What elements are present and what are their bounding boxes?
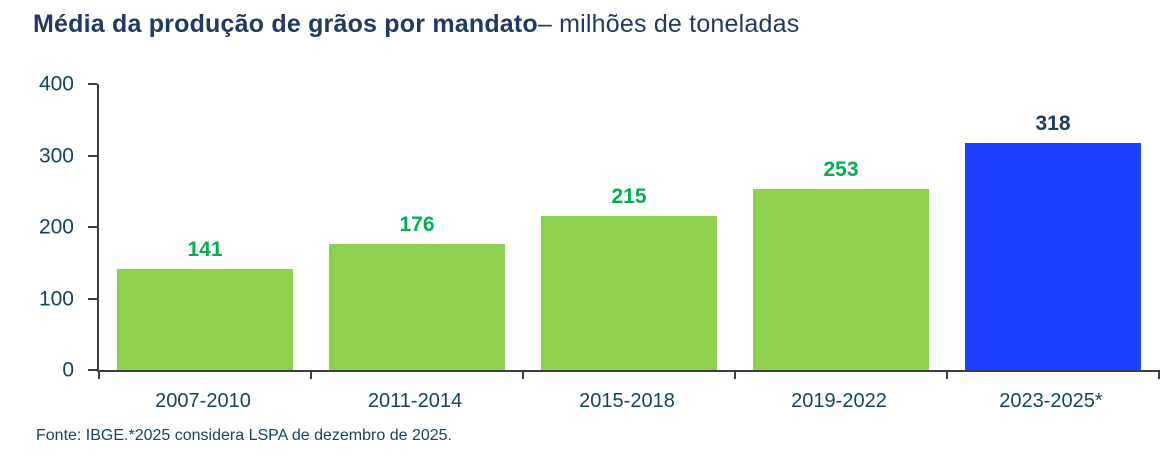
bar <box>329 244 505 370</box>
x-axis-label: 2015-2018 <box>579 390 675 412</box>
y-axis-tick <box>88 83 97 85</box>
plot-area: 141 176 215 253 318 <box>88 83 1160 379</box>
x-axis-label: 2019-2022 <box>791 390 887 412</box>
chart-title-subtitle: – milhões de toneladas <box>537 10 800 38</box>
bar-column: 215 <box>523 84 735 370</box>
x-axis-tick <box>1158 370 1160 379</box>
bar <box>965 142 1141 370</box>
x-axis-tick <box>734 370 736 379</box>
bar-column: 141 <box>99 84 311 370</box>
y-axis-tick-label: 400 <box>38 72 74 96</box>
bar <box>117 269 293 370</box>
y-axis-tick-label: 100 <box>38 287 74 310</box>
x-axis-label: 2007-2010 <box>155 390 251 412</box>
y-axis-tick <box>88 154 97 157</box>
bar-column: 253 <box>735 84 947 370</box>
y-axis-tick <box>88 297 97 300</box>
bar-value-label: 176 <box>399 213 435 237</box>
y-axis-tick-label: 0 <box>62 358 74 382</box>
y-axis-tick <box>88 226 97 228</box>
bar <box>753 189 929 370</box>
source-note: Fonte: IBGE.*2025 considera LSPA de deze… <box>36 427 452 444</box>
bars-container: 141 176 215 253 318 <box>99 84 1159 370</box>
y-axis-tick-label: 200 <box>38 215 74 239</box>
bar-value-label: 215 <box>611 185 647 209</box>
x-axis-labels: 2007-2010 2011-2014 2015-2018 2019-2022 2023… <box>97 391 1157 411</box>
x-axis-tick <box>946 370 948 379</box>
bar-column: 318 <box>947 84 1159 370</box>
x-axis-tick <box>522 370 524 379</box>
bar <box>541 216 717 370</box>
x-axis-label: 2011-2014 <box>367 390 463 412</box>
bar-value-label: 141 <box>187 238 223 262</box>
chart-title-main: Média da produção de grãos por mandato <box>33 10 538 38</box>
x-axis-tick <box>310 370 312 379</box>
x-axis-label: 2023-2025* <box>999 390 1103 412</box>
y-axis-labels: 0 100 200 300 400 <box>0 74 74 381</box>
bar-column: 176 <box>311 84 523 370</box>
chart-title: Média da produção de grãos por mandato– … <box>33 10 799 39</box>
x-axis-tick <box>98 370 100 379</box>
bar-value-label: 253 <box>823 158 859 182</box>
y-axis-tick-label: 300 <box>38 144 74 167</box>
y-axis-tick <box>88 369 97 371</box>
bar-value-label: 318 <box>1035 111 1071 135</box>
